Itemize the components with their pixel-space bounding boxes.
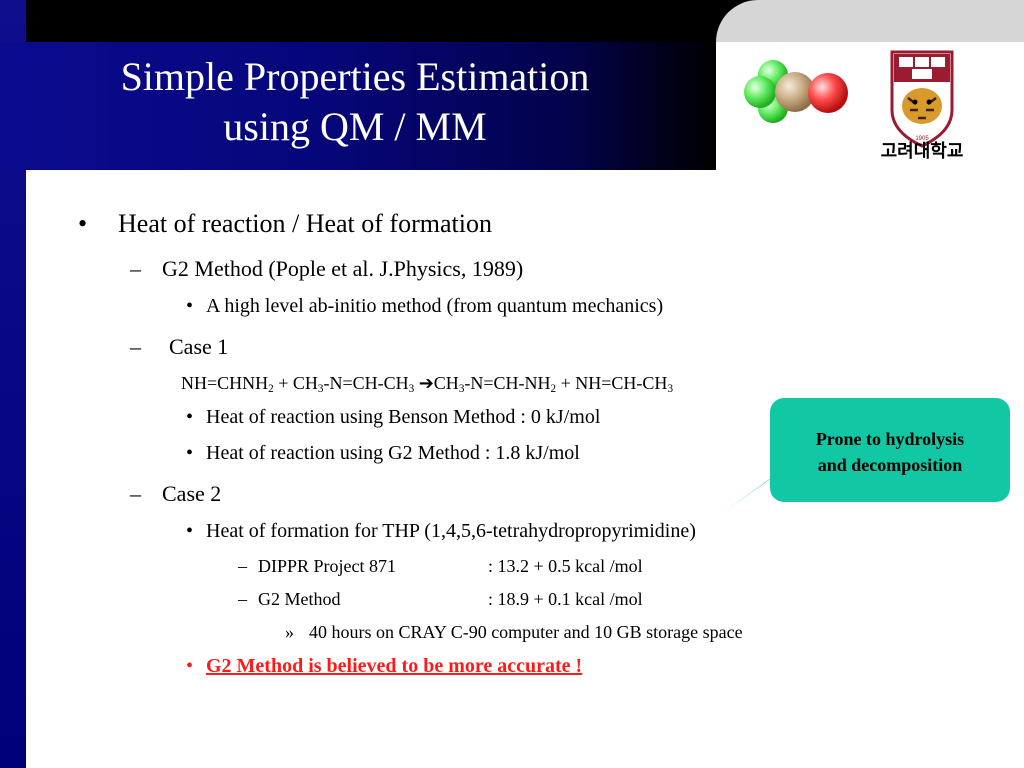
sub-sub-bullet-text: Heat of reaction using Benson Method : 0…: [206, 406, 601, 428]
dippr-row: – DIPPR Project 871 : 13.2 + 0.5 kcal /mol: [238, 556, 643, 577]
slide-title: Simple Properties Estimation using QM / …: [30, 52, 680, 152]
g2-label: G2 Method: [258, 589, 341, 609]
university-emblem-icon: 1905: [890, 50, 954, 148]
bullet-marker: •: [78, 209, 88, 238]
callout-box: [770, 398, 1010, 502]
bullet-item: • Heat of reaction / Heat of formation: [78, 209, 492, 239]
emblem-year: 1905: [915, 136, 929, 142]
reaction-equation: NH=CHNH2 + CH3-N=CH-CH3 ➔CH3-N=CH-NH2 + …: [181, 373, 674, 396]
callout-text: Prone to hydrolysis and decomposition: [770, 426, 1010, 478]
raquo-marker: »: [285, 622, 294, 642]
bullet-text: Heat of reaction / Heat of formation: [118, 209, 492, 238]
sub-sub-bullet-text: Heat of reaction using G2 Method : 1.8 k…: [206, 442, 580, 464]
case-2-label: Case 2: [162, 481, 222, 506]
university-name: 고려대학교: [880, 141, 964, 162]
cray-item: » 40 hours on CRAY C-90 computer and 10 G…: [285, 622, 743, 643]
title-line-2: using QM / MM: [223, 104, 487, 149]
callout-line-1: Prone to hydrolysis: [815, 429, 965, 449]
dippr-value: : 13.2 + 0.5 kcal /mol: [488, 556, 643, 576]
sub-sub-bullet-text: A high level ab-initio method (from quan…: [206, 295, 664, 317]
dash-marker: –: [238, 556, 247, 576]
conclusion-item: • G2 Method is believed to be more accura…: [186, 655, 582, 678]
callout-line-2: and decomposition: [817, 455, 963, 475]
sub-bullet-text: G2 Method (Pople et al. J.Physics, 1989): [162, 256, 524, 281]
sub-sub-bullet-item: • Heat of reaction using G2 Method : 1.8 …: [186, 442, 580, 465]
conclusion-text: G2 Method is believed to be more accurat…: [206, 655, 583, 677]
case-1-item: – Case 1: [130, 334, 228, 360]
cray-text: 40 hours on CRAY C-90 computer and 10 GB…: [309, 622, 743, 642]
bullet-marker: •: [186, 442, 194, 464]
sub-bullet-item: – G2 Method (Pople et al. J.Physics, 1989…: [130, 256, 523, 282]
dash-marker: –: [130, 334, 141, 359]
dash-marker: –: [238, 589, 247, 609]
case-2-item: – Case 2: [130, 481, 221, 507]
reaction-arrow-icon: ➔: [418, 373, 434, 394]
sub-sub-bullet-item: • A high level ab-initio method (from qua…: [186, 295, 663, 318]
case-1-label: Case 1: [169, 334, 229, 359]
dash-marker: –: [130, 256, 141, 281]
g2-row: – G2 Method : 18.9 + 0.1 kcal /mol: [238, 589, 643, 610]
sub-sub-bullet-item: • Heat of formation for THP (1,4,5,6-tetr…: [186, 520, 696, 543]
bullet-marker: •: [186, 655, 194, 677]
dash-marker: –: [130, 481, 141, 506]
dippr-label: DIPPR Project 871: [258, 556, 397, 576]
bullet-marker: •: [186, 520, 194, 542]
sub-sub-bullet-text: Heat of formation for THP (1,4,5,6-tetra…: [206, 520, 696, 542]
title-line-1: Simple Properties Estimation: [120, 54, 590, 99]
sub-sub-bullet-item: • Heat of reaction using Benson Method : …: [186, 406, 600, 429]
g2-value: : 18.9 + 0.1 kcal /mol: [488, 589, 643, 609]
logo-panel: [716, 0, 1024, 170]
bullet-marker: •: [186, 295, 194, 317]
title-band: [0, 42, 716, 170]
bullet-marker: •: [186, 406, 194, 428]
molecule-icon: [744, 60, 848, 123]
